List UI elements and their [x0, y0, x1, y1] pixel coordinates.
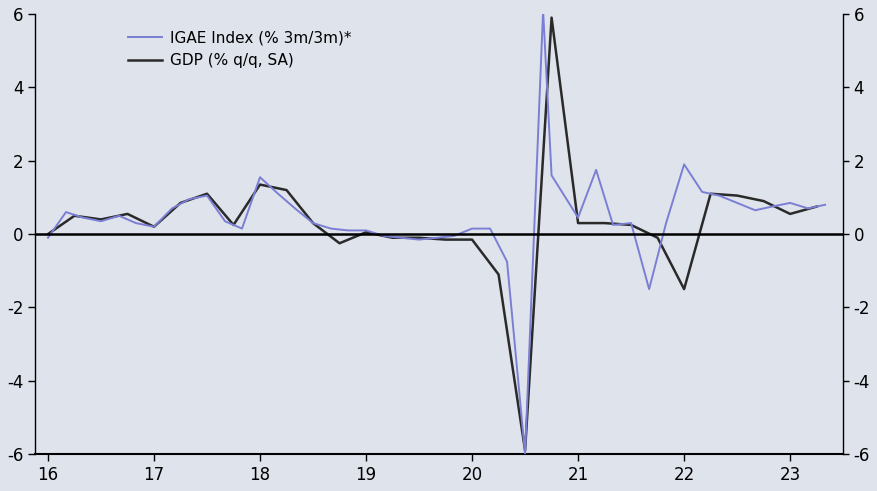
GDP (% q/q, SA)	[573, 220, 583, 226]
IGAE Index (% 3m/3m)*	[43, 235, 53, 241]
GDP (% q/q, SA)	[308, 220, 318, 226]
GDP (% q/q, SA)	[599, 220, 610, 226]
GDP (% q/q, SA)	[652, 235, 663, 241]
IGAE Index (% 3m/3m)*	[308, 220, 318, 226]
IGAE Index (% 3m/3m)*	[379, 233, 389, 239]
IGAE Index (% 3m/3m)*	[237, 226, 247, 232]
GDP (% q/q, SA)	[626, 222, 637, 228]
IGAE Index (% 3m/3m)*	[220, 218, 231, 224]
IGAE Index (% 3m/3m)*	[502, 259, 512, 265]
GDP (% q/q, SA)	[360, 229, 371, 235]
IGAE Index (% 3m/3m)*	[546, 172, 557, 178]
GDP (% q/q, SA)	[228, 222, 239, 228]
GDP (% q/q, SA)	[69, 213, 80, 218]
IGAE Index (% 3m/3m)*	[96, 218, 106, 224]
IGAE Index (% 3m/3m)*	[802, 205, 813, 211]
IGAE Index (% 3m/3m)*	[661, 220, 672, 226]
IGAE Index (% 3m/3m)*	[202, 192, 212, 198]
IGAE Index (% 3m/3m)*	[431, 235, 442, 241]
GDP (% q/q, SA)	[467, 237, 477, 243]
GDP (% q/q, SA)	[731, 192, 742, 198]
IGAE Index (% 3m/3m)*	[254, 174, 265, 180]
IGAE Index (% 3m/3m)*	[538, 7, 548, 13]
IGAE Index (% 3m/3m)*	[467, 226, 477, 232]
IGAE Index (% 3m/3m)*	[78, 215, 89, 220]
Legend: IGAE Index (% 3m/3m)*, GDP (% q/q, SA): IGAE Index (% 3m/3m)*, GDP (% q/q, SA)	[124, 26, 355, 73]
GDP (% q/q, SA)	[414, 235, 424, 241]
IGAE Index (% 3m/3m)*	[644, 286, 654, 292]
IGAE Index (% 3m/3m)*	[61, 209, 71, 215]
GDP (% q/q, SA)	[785, 211, 795, 217]
GDP (% q/q, SA)	[759, 198, 769, 204]
IGAE Index (% 3m/3m)*	[360, 227, 371, 233]
GDP (% q/q, SA)	[334, 240, 345, 246]
IGAE Index (% 3m/3m)*	[731, 200, 742, 206]
GDP (% q/q, SA)	[175, 200, 186, 206]
IGAE Index (% 3m/3m)*	[449, 233, 460, 239]
GDP (% q/q, SA)	[96, 217, 106, 222]
IGAE Index (% 3m/3m)*	[766, 204, 777, 210]
GDP (% q/q, SA)	[149, 224, 160, 230]
Line: GDP (% q/q, SA): GDP (% q/q, SA)	[48, 18, 816, 451]
Line: IGAE Index (% 3m/3m)*: IGAE Index (% 3m/3m)*	[48, 10, 825, 454]
IGAE Index (% 3m/3m)*	[289, 205, 300, 211]
IGAE Index (% 3m/3m)*	[820, 202, 831, 208]
GDP (% q/q, SA)	[440, 237, 451, 243]
GDP (% q/q, SA)	[43, 231, 53, 237]
IGAE Index (% 3m/3m)*	[591, 167, 602, 173]
IGAE Index (% 3m/3m)*	[325, 226, 336, 232]
GDP (% q/q, SA)	[679, 286, 689, 292]
IGAE Index (% 3m/3m)*	[679, 162, 689, 167]
IGAE Index (% 3m/3m)*	[626, 220, 637, 226]
IGAE Index (% 3m/3m)*	[183, 196, 194, 202]
IGAE Index (% 3m/3m)*	[414, 237, 424, 243]
GDP (% q/q, SA)	[388, 235, 398, 241]
GDP (% q/q, SA)	[202, 191, 212, 197]
IGAE Index (% 3m/3m)*	[573, 215, 583, 220]
IGAE Index (% 3m/3m)*	[608, 222, 618, 228]
IGAE Index (% 3m/3m)*	[343, 227, 353, 233]
GDP (% q/q, SA)	[122, 211, 132, 217]
GDP (% q/q, SA)	[254, 182, 265, 188]
IGAE Index (% 3m/3m)*	[714, 192, 724, 198]
GDP (% q/q, SA)	[546, 15, 557, 21]
IGAE Index (% 3m/3m)*	[485, 226, 496, 232]
IGAE Index (% 3m/3m)*	[114, 213, 125, 218]
IGAE Index (% 3m/3m)*	[520, 451, 531, 457]
GDP (% q/q, SA)	[282, 187, 292, 193]
GDP (% q/q, SA)	[493, 272, 503, 277]
GDP (% q/q, SA)	[520, 448, 531, 454]
IGAE Index (% 3m/3m)*	[750, 207, 760, 213]
IGAE Index (% 3m/3m)*	[396, 235, 406, 241]
IGAE Index (% 3m/3m)*	[149, 224, 160, 230]
IGAE Index (% 3m/3m)*	[167, 205, 177, 211]
IGAE Index (% 3m/3m)*	[273, 191, 283, 197]
GDP (% q/q, SA)	[811, 204, 822, 210]
IGAE Index (% 3m/3m)*	[131, 220, 141, 226]
IGAE Index (% 3m/3m)*	[785, 200, 795, 206]
IGAE Index (% 3m/3m)*	[697, 189, 708, 195]
GDP (% q/q, SA)	[705, 191, 716, 197]
